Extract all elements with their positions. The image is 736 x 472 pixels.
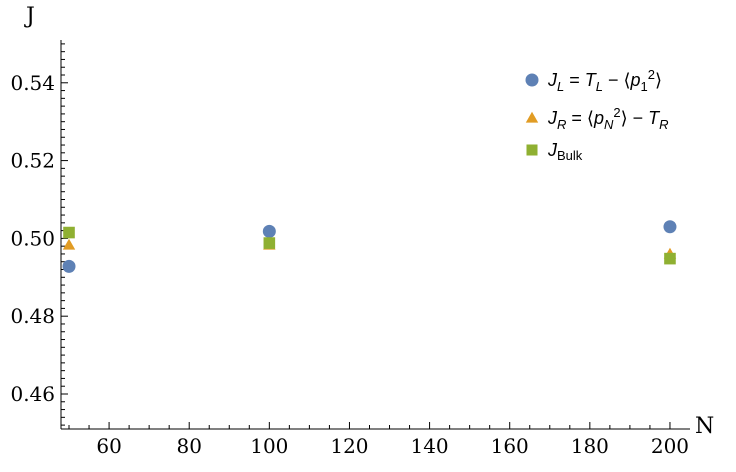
x-axis-title: N [695, 414, 714, 439]
legend-entry-label: JR = ⟨pN2⟩ − TR [547, 105, 669, 132]
x-tick-label: 160 [491, 434, 529, 458]
y-tick-label: 0.50 [10, 226, 55, 250]
axes [60, 40, 690, 430]
legend-entry-label: JBulk [547, 140, 583, 163]
legend: JL = TL − ⟨p12⟩ JR = ⟨pN2⟩ − TR JBulk [525, 67, 669, 163]
x-tick-label: 120 [330, 434, 368, 458]
data-point-triangle [62, 238, 76, 250]
x-tick-label: 60 [96, 434, 121, 458]
data-point-square [664, 252, 676, 265]
data-point-square [63, 226, 75, 239]
x-tick-label: 80 [176, 434, 201, 458]
y-tick-label: 0.48 [10, 304, 55, 328]
data-point-circle [262, 224, 276, 238]
y-tick-label: 0.52 [10, 149, 55, 173]
x-tick-label: 140 [410, 434, 448, 458]
y-tick-label: 0.46 [10, 382, 55, 406]
y-ticks: 0.46 0.48 0.50 0.52 0.54 [10, 43, 68, 426]
data-points [62, 220, 677, 273]
x-ticks: 60 80 100 120 140 160 180 200 [68, 422, 689, 458]
x-tick-label: 180 [571, 434, 609, 458]
legend-marker-triangle [525, 111, 539, 123]
y-axis-title: J [24, 4, 35, 29]
x-tick-label: 200 [651, 434, 689, 458]
y-tick-label: 0.54 [10, 71, 55, 95]
data-point-circle [62, 259, 76, 273]
legend-marker-circle [525, 73, 539, 87]
x-tick-label: 100 [250, 434, 288, 458]
legend-entry-label: JL = TL − ⟨p12⟩ [547, 67, 662, 94]
legend-marker-square [526, 144, 538, 156]
data-point-circle [663, 220, 677, 234]
data-point-square [263, 237, 276, 249]
